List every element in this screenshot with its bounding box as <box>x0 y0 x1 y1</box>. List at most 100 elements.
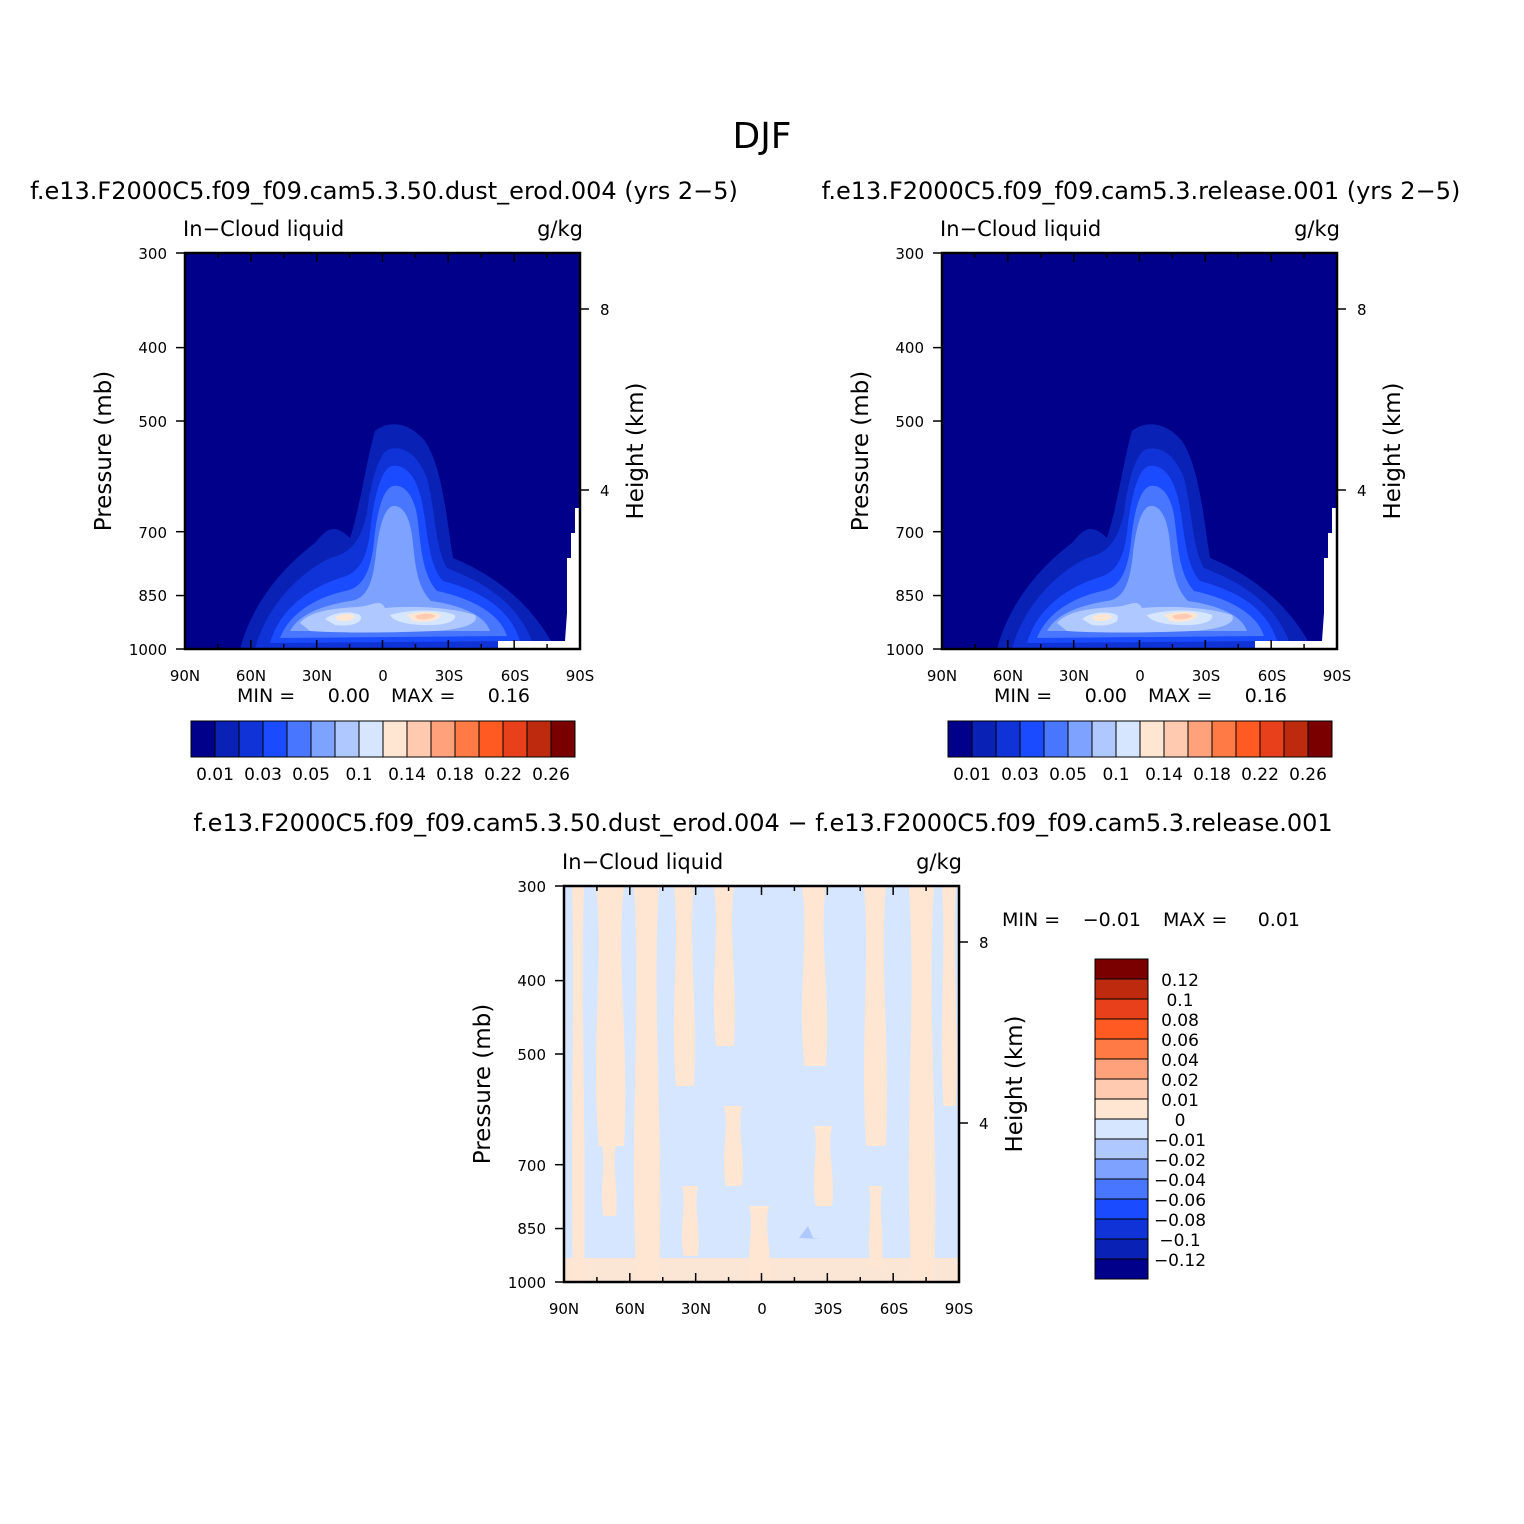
panel2-min-value: 0.00 <box>1085 685 1127 707</box>
panel1-xtick-90n: 90N <box>170 667 200 685</box>
colorbar-box-15 <box>550 720 576 758</box>
diff-positive-region-12 <box>869 1186 883 1266</box>
panel3-colorbar-labels: 0.12 0.1 0.08 0.06 0.04 0.02 0.01 0 −0.0… <box>1154 971 1206 1271</box>
diff-positive-region-6 <box>714 886 735 1046</box>
panel2-ticks <box>933 252 1346 650</box>
panel1-min-label: MIN = <box>237 685 295 707</box>
colorbar-box-2 <box>995 720 1021 758</box>
colorbar-box-6 <box>1094 1078 1149 1100</box>
panel2-cbar-label-7: 0.26 <box>1289 765 1327 785</box>
panel2-ytick-400: 400 <box>895 339 924 357</box>
panel1-ytick-850: 850 <box>138 587 167 605</box>
panel2-ytick-850: 850 <box>895 587 924 605</box>
panel3-cbar-label-5: 0.02 <box>1161 1071 1199 1091</box>
colorbar-box-5 <box>1094 1058 1149 1080</box>
panel2-cbar-label-1: 0.03 <box>1001 765 1039 785</box>
colorbar-box-0 <box>1094 958 1149 980</box>
colorbar-box-3 <box>1019 720 1045 758</box>
panel2-xtick-90n: 90N <box>927 667 957 685</box>
diff-positive-region-2 <box>602 1146 617 1216</box>
panel2-colorbar-labels: 0.01 0.03 0.05 0.1 0.14 0.18 0.22 0.26 <box>953 765 1327 785</box>
panel1-ytick-400: 400 <box>138 339 167 357</box>
panel1-cbar-label-6: 0.22 <box>484 765 522 785</box>
colorbar-box-8 <box>1139 720 1165 758</box>
panel3-cbar-label-8: −0.01 <box>1154 1131 1206 1151</box>
colorbar-box-10 <box>1187 720 1213 758</box>
panel1-colorbar <box>190 720 576 758</box>
diff-positive-region-14 <box>942 886 957 1106</box>
field-level-5 <box>1047 505 1247 631</box>
missing-data-mask <box>1255 508 1337 649</box>
panel3-cbar-label-6: 0.01 <box>1161 1091 1199 1111</box>
panel3: f.e13.F2000C5.f09_f09.cam5.3.50.dust_ero… <box>193 809 1332 1318</box>
panel1-ytick-500: 500 <box>138 413 167 431</box>
panel3-ylabel: Pressure (mb) <box>470 1004 496 1164</box>
panel3-cbar-label-9: −0.02 <box>1154 1151 1206 1171</box>
colorbar-box-7 <box>358 720 384 758</box>
panel3-y2tick-4: 4 <box>979 1115 989 1133</box>
panel3-xtick-30n: 30N <box>681 1300 711 1318</box>
colorbar-box-6 <box>334 720 360 758</box>
colorbar-box-8 <box>382 720 408 758</box>
panel3-left-title: In−Cloud liquid <box>562 850 723 874</box>
panel1-colorbar-labels: 0.01 0.03 0.05 0.1 0.14 0.18 0.22 0.26 <box>196 765 570 785</box>
panel2-cbar-label-3: 0.1 <box>1102 765 1129 785</box>
panel3-ytick-500: 500 <box>517 1046 546 1064</box>
panel3-cbar-label-11: −0.06 <box>1154 1191 1206 1211</box>
panel2-cbar-label-2: 0.05 <box>1049 765 1087 785</box>
panel3-y2tick-8: 8 <box>979 934 989 952</box>
panel2-left-title: In−Cloud liquid <box>940 217 1101 241</box>
colorbar-box-9 <box>406 720 432 758</box>
panel3-cbar-label-13: −0.1 <box>1159 1231 1200 1251</box>
panel2-right-title: g/kg <box>1294 217 1340 241</box>
panel1-cbar-label-1: 0.03 <box>244 765 282 785</box>
diff-positive-region-1 <box>596 886 626 1146</box>
panel1-xtick-60n: 60N <box>236 667 266 685</box>
colorbar-box-4 <box>1094 1038 1149 1060</box>
panel3-cbar-label-0: 0.12 <box>1161 971 1199 991</box>
panel2-min-label: MIN = <box>994 685 1052 707</box>
panel1-cbar-label-7: 0.26 <box>532 765 570 785</box>
panel3-y2label: Height (km) <box>1002 1015 1028 1152</box>
colorbar-box-10 <box>1094 1158 1149 1180</box>
panel2-title: f.e13.F2000C5.f09_f09.cam5.3.release.001… <box>822 177 1461 205</box>
panel3-cbar-label-14: −0.12 <box>1154 1251 1206 1271</box>
panel1-ytick-1000: 1000 <box>129 641 167 659</box>
panel3-cbar-label-7: 0 <box>1175 1111 1186 1131</box>
panel2-y2tick-8: 8 <box>1357 301 1367 319</box>
panel1-xtick-30s: 30S <box>435 667 464 685</box>
panel2-xtick-90s: 90S <box>1323 667 1352 685</box>
panel2-cbar-label-0: 0.01 <box>953 765 991 785</box>
panel3-cbar-label-4: 0.04 <box>1161 1051 1199 1071</box>
colorbar-box-12 <box>1235 720 1261 758</box>
figure-title: DJF <box>732 116 791 157</box>
panel1-max-label: MAX = <box>391 685 455 707</box>
colorbar-box-15 <box>1094 1258 1149 1280</box>
panel1-y2label: Height (km) <box>623 382 649 519</box>
colorbar-box-0 <box>947 720 973 758</box>
panel2-y2label: Height (km) <box>1380 382 1406 519</box>
panel2-ytick-300: 300 <box>895 245 924 263</box>
diff-positive-region-11 <box>864 886 888 1146</box>
panel3-max-value: 0.01 <box>1258 909 1300 931</box>
colorbar-box-9 <box>1163 720 1189 758</box>
panel1-min-value: 0.00 <box>328 685 370 707</box>
field-level-9 <box>1172 613 1192 620</box>
panel3-xtick-90n: 90N <box>549 1300 579 1318</box>
panel3-min-label: MIN = <box>1002 909 1060 931</box>
colorbar-box-11 <box>1211 720 1237 758</box>
panel2-ytick-700: 700 <box>895 524 924 542</box>
panel1-max-value: 0.16 <box>488 685 530 707</box>
colorbar-box-13 <box>1094 1218 1149 1240</box>
diff-positive-region-7 <box>724 1106 743 1186</box>
colorbar-box-1 <box>214 720 240 758</box>
panel3-cbar-label-12: −0.08 <box>1154 1211 1206 1231</box>
colorbar-box-2 <box>238 720 264 758</box>
colorbar-box-0 <box>190 720 216 758</box>
panel3-cbar-label-1: 0.1 <box>1166 991 1193 1011</box>
panel3-cbar-label-10: −0.04 <box>1154 1171 1206 1191</box>
panel2-xtick-0: 0 <box>1135 667 1145 685</box>
field-level-5 <box>290 505 490 631</box>
panel3-ytick-400: 400 <box>517 972 546 990</box>
